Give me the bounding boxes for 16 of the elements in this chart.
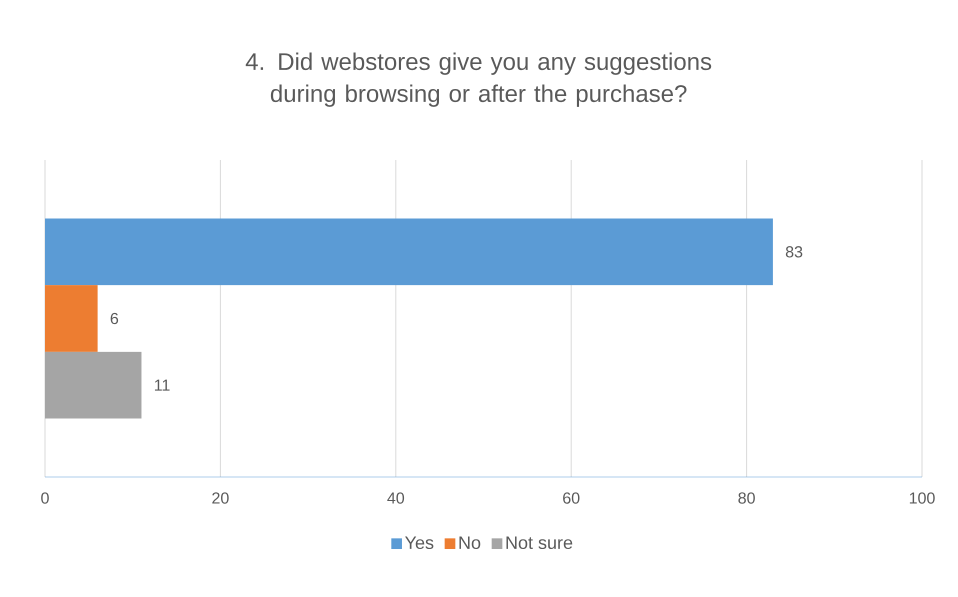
x-tick-label: 40: [387, 492, 404, 504]
bar: [45, 285, 98, 352]
legend-label: Not sure: [506, 536, 572, 550]
x-tick-label: 80: [738, 492, 755, 504]
bar: [45, 218, 773, 286]
chart-title: 4. Did webstores give you any suggestions during browsing or after the purchase?: [246, 52, 712, 107]
legend-label: No: [459, 536, 480, 550]
data-label: 83: [786, 246, 802, 258]
legend-label: Yes: [405, 536, 434, 550]
x-tick-label: 100: [910, 492, 935, 504]
x-tick-label: 60: [563, 492, 580, 504]
data-label: 11: [154, 380, 170, 391]
x-tick-label: 20: [212, 492, 229, 504]
x-tick-label: 0: [41, 492, 49, 504]
bar: [45, 352, 142, 419]
data-label: 6: [110, 312, 118, 324]
